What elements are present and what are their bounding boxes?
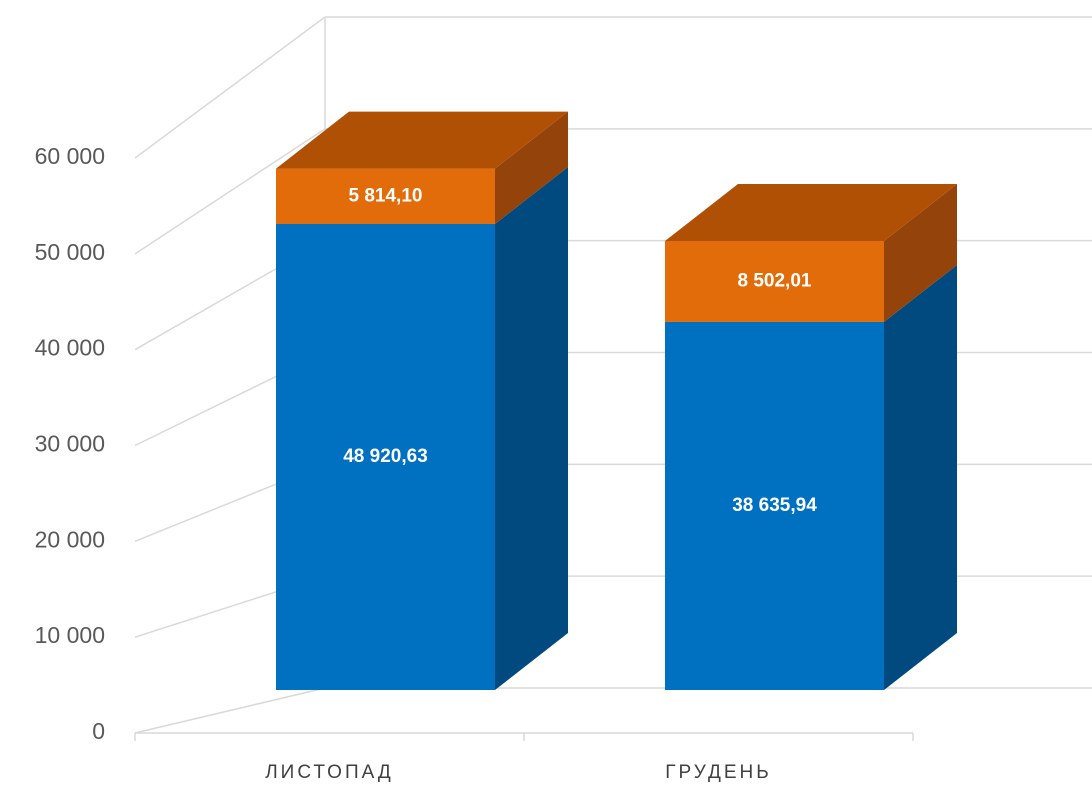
grid-line <box>134 128 326 255</box>
x-tick-label: ЛИСТОПАД <box>265 762 394 783</box>
bar-side <box>495 166 568 690</box>
data-label: 38 635,94 <box>732 495 817 516</box>
data-label: 48 920,63 <box>343 446 428 467</box>
bar <box>665 321 884 690</box>
y-tick-label: 20 000 <box>35 526 105 552</box>
y-tick-label: 0 <box>92 718 105 744</box>
bar <box>276 168 495 224</box>
y-tick-label: 60 000 <box>35 143 105 169</box>
bar-side <box>884 183 957 322</box>
bar-top <box>276 111 568 169</box>
bar-side <box>495 111 568 224</box>
bar-side <box>884 264 957 690</box>
x-tick-label: ГРУДЕНЬ <box>665 762 772 783</box>
data-label: 5 814,10 <box>349 185 423 206</box>
bar <box>276 223 495 690</box>
data-label: 8 502,01 <box>738 270 812 291</box>
y-tick-label: 50 000 <box>35 239 105 265</box>
grid-line <box>134 16 326 159</box>
y-tick-label: 40 000 <box>35 335 105 361</box>
bar-top <box>665 183 957 241</box>
grid-line <box>134 687 326 734</box>
bar <box>665 240 884 322</box>
y-tick-label: 10 000 <box>35 622 105 648</box>
y-tick-label: 30 000 <box>35 431 105 457</box>
